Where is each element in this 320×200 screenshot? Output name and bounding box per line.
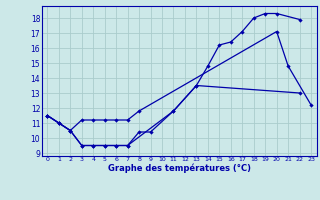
X-axis label: Graphe des températures (°C): Graphe des températures (°C) [108, 164, 251, 173]
